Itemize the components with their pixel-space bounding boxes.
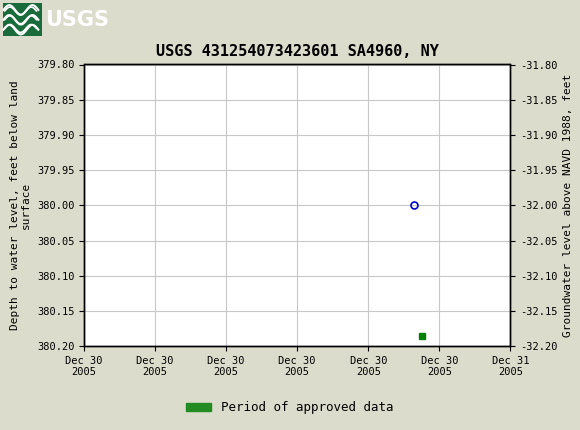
Text: USGS: USGS [45, 10, 109, 30]
Y-axis label: Depth to water level, feet below land
surface: Depth to water level, feet below land su… [10, 80, 31, 330]
Y-axis label: Groundwater level above NAVD 1988, feet: Groundwater level above NAVD 1988, feet [563, 74, 573, 337]
FancyBboxPatch shape [3, 3, 42, 37]
Title: USGS 431254073423601 SA4960, NY: USGS 431254073423601 SA4960, NY [156, 44, 438, 59]
Legend: Period of approved data: Period of approved data [181, 396, 399, 419]
